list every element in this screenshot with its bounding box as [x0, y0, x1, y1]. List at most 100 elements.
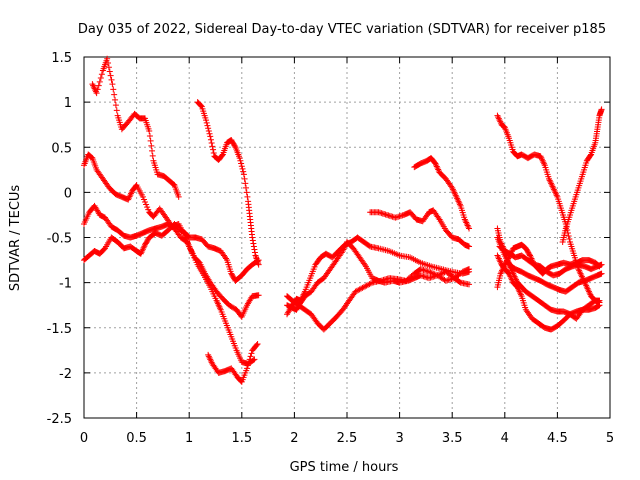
data-point-marker	[148, 142, 155, 149]
data-point-marker	[208, 140, 215, 147]
data-point-marker	[249, 237, 256, 244]
x-tick-label: 0.5	[126, 431, 147, 446]
data-point-marker	[142, 199, 149, 206]
data-point-marker	[598, 270, 605, 277]
data-point-marker	[170, 181, 177, 188]
y-tick-label: 0	[64, 186, 72, 201]
data-point-marker	[207, 136, 214, 143]
data-point-marker	[598, 106, 605, 113]
data-point-marker	[236, 155, 243, 162]
data-point-marker	[435, 271, 442, 278]
data-point-marker	[139, 193, 146, 200]
data-point-marker	[250, 240, 257, 247]
data-point-marker	[113, 107, 120, 114]
data-point-marker	[112, 96, 119, 103]
data-point-marker	[97, 75, 104, 82]
data-point-marker	[210, 149, 217, 156]
data-point-marker	[244, 193, 251, 200]
y-tick-label: -2.5	[47, 412, 72, 427]
data-point-marker	[437, 271, 444, 278]
data-point-marker	[240, 168, 247, 175]
data-point-marker	[205, 125, 212, 132]
data-point-marker	[198, 102, 205, 109]
y-axis-title: SDTVAR / TECUs	[8, 185, 23, 292]
data-point-marker	[231, 143, 238, 150]
data-point-marker	[239, 165, 246, 172]
y-tick-label: -1.5	[47, 322, 72, 337]
data-point-marker	[245, 359, 252, 366]
data-point-marker	[107, 72, 114, 79]
data-point-marker	[110, 86, 117, 93]
series-s4	[81, 220, 262, 284]
data-point-marker	[244, 365, 251, 372]
data-point-marker	[367, 280, 374, 287]
y-axis-tick-labels: -2.5 -2 -1.5 -1 -0.5 0 0.5 1 1.5	[47, 51, 72, 427]
data-point-marker	[104, 55, 111, 62]
data-point-marker	[243, 189, 250, 196]
data-point-marker	[111, 91, 118, 98]
data-point-marker	[105, 60, 112, 67]
data-point-marker	[237, 157, 244, 164]
data-point-marker	[438, 270, 445, 277]
data-point-marker	[170, 180, 177, 187]
x-tick-label: 2	[290, 431, 298, 446]
data-point-marker	[108, 76, 115, 83]
data-point-marker	[249, 234, 256, 241]
data-point-marker	[175, 193, 182, 200]
chart-title: Day 035 of 2022, Sidereal Day-to-day VTE…	[78, 22, 606, 37]
data-point-marker	[587, 152, 594, 159]
data-point-marker	[207, 133, 214, 140]
series-s10	[367, 207, 473, 250]
data-point-marker	[149, 147, 156, 154]
data-point-marker	[596, 302, 603, 309]
x-tick-label: 5	[606, 431, 614, 446]
data-point-marker	[210, 146, 217, 153]
x-tick-label: 3	[395, 431, 403, 446]
data-point-marker	[251, 249, 258, 256]
data-point-marker	[145, 206, 152, 213]
data-series	[81, 55, 605, 385]
series-s1	[89, 55, 182, 200]
data-point-marker	[253, 254, 260, 261]
series-s17	[494, 234, 605, 295]
data-point-marker	[203, 117, 210, 124]
series-s5	[194, 99, 262, 268]
data-point-marker	[98, 71, 105, 78]
data-point-marker	[248, 350, 255, 357]
data-point-marker	[205, 128, 212, 135]
series-s15	[494, 252, 603, 333]
axis-ticks	[83, 56, 611, 419]
data-point-marker	[426, 268, 433, 275]
series-s13	[559, 106, 605, 246]
data-point-marker	[238, 163, 245, 170]
data-point-marker	[238, 160, 245, 167]
y-tick-label: 1	[64, 96, 72, 111]
data-point-marker	[203, 119, 210, 126]
data-point-marker	[466, 243, 473, 250]
series-s12	[494, 112, 603, 306]
data-point-marker	[112, 102, 119, 109]
data-point-marker	[250, 357, 257, 364]
data-point-marker	[147, 137, 154, 144]
data-point-marker	[105, 64, 112, 71]
data-point-marker	[526, 251, 533, 258]
data-point-marker	[241, 175, 248, 182]
x-tick-label: 0	[80, 431, 88, 446]
data-point-marker	[146, 132, 153, 139]
data-point-marker	[247, 353, 254, 360]
data-point-marker	[109, 81, 116, 88]
x-tick-label: 3.5	[442, 431, 463, 446]
data-point-marker	[434, 272, 441, 279]
data-point-marker	[93, 90, 100, 97]
data-point-marker	[250, 243, 257, 250]
data-point-marker	[251, 246, 258, 253]
data-point-marker	[565, 232, 572, 239]
data-point-marker	[106, 68, 113, 75]
data-point-marker	[466, 281, 473, 288]
data-point-marker	[243, 184, 250, 191]
data-point-marker	[598, 261, 605, 268]
y-tick-label: 0.5	[51, 141, 72, 156]
data-point-marker	[140, 196, 147, 203]
data-point-marker	[466, 225, 473, 232]
